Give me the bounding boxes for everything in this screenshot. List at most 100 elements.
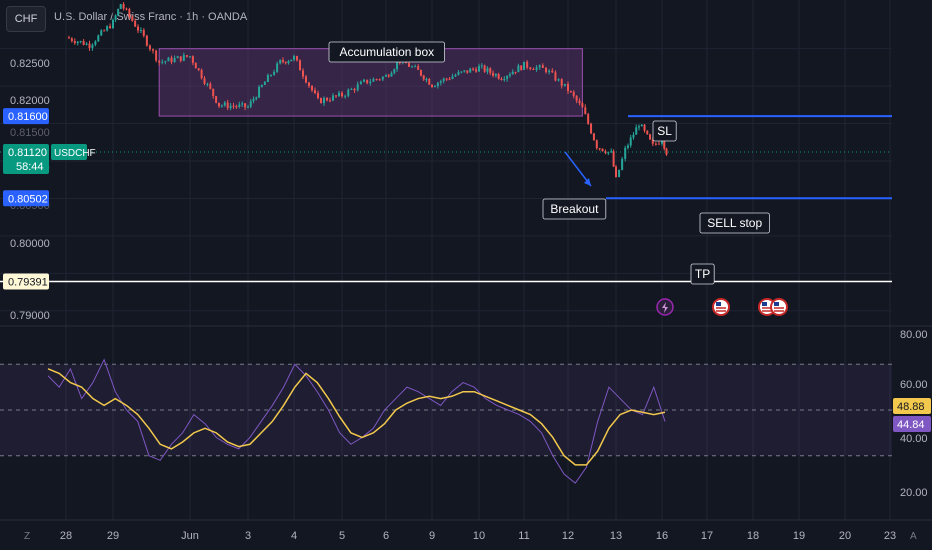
us-flag-icon[interactable] [770,298,788,316]
lightning-icon[interactable] [656,298,674,316]
candle-body [273,71,276,75]
tp-price-tag-text: 0.79391 [8,276,48,288]
candle-body [489,68,492,73]
candle-body [258,87,261,98]
candle-body [390,73,393,77]
candle-body [657,143,660,145]
candle-body [100,30,103,36]
candle-body [145,35,148,46]
rsi-value-tag-bg [893,416,931,432]
candle-body [276,63,279,72]
candle-body [356,84,359,91]
rsi-ma-value-tag: 48.88 [893,398,931,414]
candle-body [252,99,255,102]
candle-body [508,74,511,76]
candle-body [363,79,365,82]
breakout-label-frame [542,198,607,220]
accumulation-box-label[interactable]: Accumulation box [328,41,445,63]
candle-body [460,71,463,73]
y-tick-label-partial: 0.81500 [10,127,50,139]
x-tick-label: 10 [473,530,485,542]
candle-body [223,102,226,106]
tp-label[interactable]: TP [690,263,715,285]
rsi-line [47,358,666,484]
rsi-y-tick-label: 60.00 [900,379,928,391]
candle-body [182,55,185,61]
candle-body [592,133,595,141]
candles [67,2,668,178]
sell-stop-label[interactable]: SELL stop [699,212,770,234]
candle-body [375,79,378,81]
us-flag-icon-canton [774,302,779,306]
symbol-search-button[interactable]: CHF [6,6,46,32]
candle-body [463,70,466,72]
candle-body [344,95,347,97]
candle-body [511,71,514,75]
sl-price-tag: 0.81600 [3,108,49,125]
candle-body [419,69,422,76]
candle-body [425,79,428,81]
candle-body [517,65,520,73]
candle-body [194,62,197,69]
vertical-gridlines [65,0,891,520]
candle-body [587,114,590,124]
candle-body [302,70,304,77]
candle-body [615,166,617,177]
candle-body [454,74,457,77]
candle-body [557,79,560,81]
candle-body [189,56,191,58]
candle-body [229,105,232,109]
candle-body [131,16,134,21]
candle-body [232,105,235,107]
candle-body [607,151,610,154]
candle-body [155,50,158,61]
candle-body [326,98,328,101]
candle-body [520,65,523,70]
rsi-y-tick-label: 80.00 [900,329,928,341]
candle-body [445,78,448,80]
candle-body [332,95,334,101]
candle-body [442,78,445,82]
candle-body [618,169,621,177]
candle-body [646,130,649,135]
candle-body [91,44,94,48]
candle-body [408,63,410,67]
candle-body [590,123,593,134]
candle-body [439,81,442,83]
candle-body [255,97,258,100]
x-tick-label: 3 [245,530,251,542]
sl-label[interactable]: SL [652,120,677,142]
candle-body [314,90,316,94]
candle-body [179,56,182,61]
x-tick-label: 6 [383,530,389,542]
candle-body [161,61,164,63]
candle-body [191,56,194,63]
candle-body [554,72,557,81]
us-flag-icon[interactable] [712,298,730,316]
breakout-label[interactable]: Breakout [542,198,607,220]
candle-body [503,78,506,80]
candle-body [431,84,433,88]
candle-body [323,98,325,104]
candle-body [320,98,322,104]
candle-body [601,148,604,152]
tp-label-text: TP [695,267,710,281]
candle-body [197,68,200,70]
candle-body [206,83,209,85]
x-tick-label: 17 [701,530,713,542]
x-tick-label: Jun [181,530,199,542]
rsi-band-fill [0,364,892,456]
current-price-value: 0.81120 [8,147,47,159]
candle-body [563,83,566,86]
us-flag-icon-canton [762,302,767,306]
y-tick-label: 0.80000 [10,238,50,250]
tp-price-tag-bg [3,273,49,290]
breakout-arrowhead [584,178,591,186]
candle-body [483,65,486,72]
candle-body [203,78,206,84]
candle-body [529,67,532,69]
rsi-ma-line [47,368,666,466]
candle-body [249,101,252,107]
candle-body [541,65,544,68]
